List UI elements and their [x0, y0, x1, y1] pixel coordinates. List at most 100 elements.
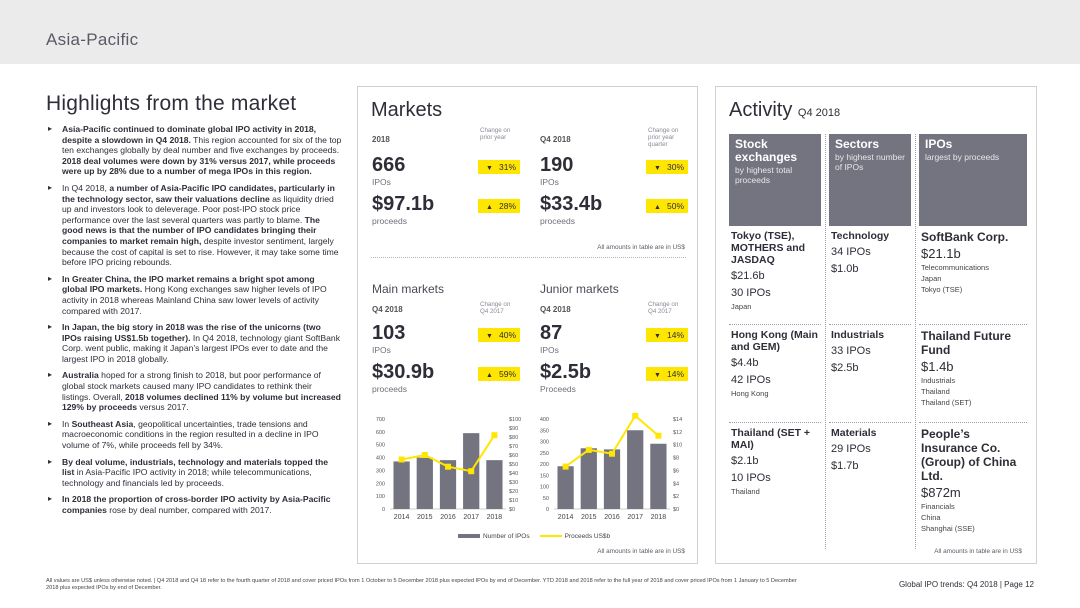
cell-value-2: $1.0b [831, 263, 859, 275]
chart-legend: Number of IPOs Proceeds US$b [458, 533, 610, 540]
line-point [421, 452, 428, 458]
cell-detail: Japan [921, 274, 942, 283]
activity-panel: Activity Q4 2018 Stock exchanges by highe… [715, 86, 1037, 564]
cell-value-2: 10 IPOs [731, 472, 771, 484]
cell-detail: Telecommunications [921, 263, 989, 272]
cell-detail: China [921, 513, 941, 522]
column-title: Stock exchanges [735, 137, 798, 164]
y-right-tick: $30 [509, 480, 518, 486]
legend-line-swatch [539, 535, 562, 538]
text: despite investor sentiment, largely beca… [62, 235, 339, 268]
x-tick-label: 2016 [604, 514, 620, 521]
y-left-tick: 300 [540, 440, 549, 446]
y-left-tick: 600 [376, 430, 385, 436]
change-badge: ▲ 59% [478, 367, 520, 381]
bar [603, 449, 621, 509]
y-right-tick: $0 [673, 507, 679, 513]
cell-name: Industrials [831, 329, 885, 341]
cell-value: 29 IPOs [831, 443, 871, 455]
line-point [655, 432, 662, 439]
x-tick-label: 2018 [651, 514, 667, 521]
text: In Q4 2018, technology giant SoftBank Co… [62, 332, 341, 364]
col-head: 2018 [372, 135, 390, 144]
cell-name: People’s Insurance Co. (Group) of China … [921, 427, 1017, 483]
activity-cell: Thailand Future Fund $1.4b Industrials Thai… [919, 324, 1027, 422]
x-tick-label: 2014 [558, 514, 574, 521]
ipo-unit: IPOs [540, 177, 559, 187]
up-arrow-icon: ▲ [486, 372, 493, 379]
cell-name: Technology [831, 230, 890, 242]
highlight-bullet: Asia-Pacific continued to dominate globa… [46, 124, 342, 177]
change-label: Change on Q4 2017 [480, 301, 511, 315]
y-left-tick: 250 [540, 451, 549, 457]
y-left-tick: 100 [540, 485, 549, 491]
legend-line: Proceeds US$b [539, 533, 610, 540]
proceeds-unit: proceeds [540, 216, 575, 226]
y-right-tick: $40 [509, 471, 518, 477]
y-left-tick: 150 [540, 473, 549, 479]
col-head: Q4 2018 [540, 135, 571, 144]
junior-markets-chart: 0 50 100 150 200 250 300 350 400 $0 $2 $4 $6 $8 $10 $12… [540, 413, 682, 521]
bold-text: Asia-Pacific continued to dominate globa… [62, 124, 317, 145]
legend-bars: Number of IPOs [458, 533, 530, 540]
markets-q4-col: Q4 2018 Change on prior year quarter 190… [540, 127, 688, 226]
highlight-bullet: By deal volume, industrials, technology … [46, 457, 342, 489]
y-right-tick: $80 [509, 435, 518, 441]
page-footer: Global IPO trends: Q4 2018 | Page 12 [898, 580, 1034, 589]
cell-detail: Thailand (SET) [921, 398, 972, 407]
y-right-tick: $10 [673, 443, 682, 449]
text: in Asia-Pacific IPO activity in 2018; wh… [62, 467, 312, 488]
y-right-tick: $0 [509, 507, 515, 513]
cell-detail: Hong Kong [731, 389, 769, 398]
y-left-tick: 50 [543, 496, 549, 502]
junior-markets-col: Q4 2018 Change on Q4 2017 87 IPOs ▼ 14% $… [540, 301, 688, 394]
y-left-tick: 200 [376, 481, 385, 487]
highlight-bullet: Australia hoped for a strong finish to 2… [46, 370, 342, 412]
bold-text: Australia [62, 370, 99, 381]
main-markets-title: Main markets [372, 282, 445, 296]
text: In Q4 2018, [62, 182, 110, 193]
cell-value: $4.4b [731, 357, 759, 369]
text: hoped for a strong finish to 2018, but p… [62, 370, 321, 402]
y-left-tick: 100 [376, 494, 385, 500]
line-point [609, 450, 615, 457]
column-subtitle: by highest total proceeds [735, 165, 793, 185]
y-left-tick: 300 [376, 468, 385, 474]
activity-column: IPOs largest by proceeds SoftBank Corp. $21… [919, 134, 1027, 533]
activity-cell: Thailand (SET + MAI) $2.1b 10 IPOs Thailand [729, 422, 821, 520]
highlights-list: Asia-Pacific continued to dominate globa… [46, 124, 342, 516]
cell-value: 33 IPOs [831, 345, 871, 357]
change-badge: ▼ 30% [646, 160, 688, 174]
y-right-tick: $2 [673, 494, 679, 500]
y-right-tick: $60 [509, 453, 518, 459]
activity-cell: SoftBank Corp. $21.1b Telecommunications Ja… [919, 226, 1027, 324]
activity-column: Stock exchanges by highest total proceeds… [729, 134, 821, 520]
region-title: Asia-Pacific [46, 30, 139, 49]
activity-column: Sectors by highest number of IPOs Technolo… [829, 134, 911, 520]
activity-cell: People’s Insurance Co. (Group) of China … [919, 422, 1027, 533]
y-right-tick: $8 [673, 456, 679, 462]
proceeds-unit: Proceeds [540, 384, 576, 394]
change-badge: ▼ 14% [646, 367, 688, 381]
proceeds-value: $30.9b [372, 361, 435, 383]
activity-cell: Industrials 33 IPOs $2.5b [829, 324, 911, 422]
junior-markets-title: Junior markets [540, 282, 619, 296]
activity-cell: Technology 34 IPOs $1.0b [829, 226, 911, 324]
cell-name: Materials [831, 427, 877, 439]
proceeds-unit: proceeds [372, 216, 407, 226]
y-left-tick: 0 [382, 507, 385, 513]
highlight-bullet: In 2018 the proportion of cross-border I… [46, 494, 342, 515]
highlights-section: Highlights from the market Asia-Pacific … [46, 92, 342, 522]
x-tick-label: 2017 [627, 514, 643, 521]
x-tick-label: 2015 [417, 514, 433, 521]
ipo-unit: IPOs [372, 345, 391, 355]
line-point [468, 468, 475, 475]
cell-name: SoftBank Corp. [921, 230, 1009, 244]
column-subtitle: by highest number of IPOs [835, 152, 905, 172]
amounts-note: All amounts in table are in US$ [597, 244, 685, 251]
ipo-count: 666 [372, 154, 406, 176]
text: , geopolitical uncertainties, trade tens… [62, 418, 319, 451]
cell-detail: Tokyo (TSE) [921, 285, 963, 294]
bar [580, 448, 597, 509]
cell-value: $872m [921, 485, 961, 500]
